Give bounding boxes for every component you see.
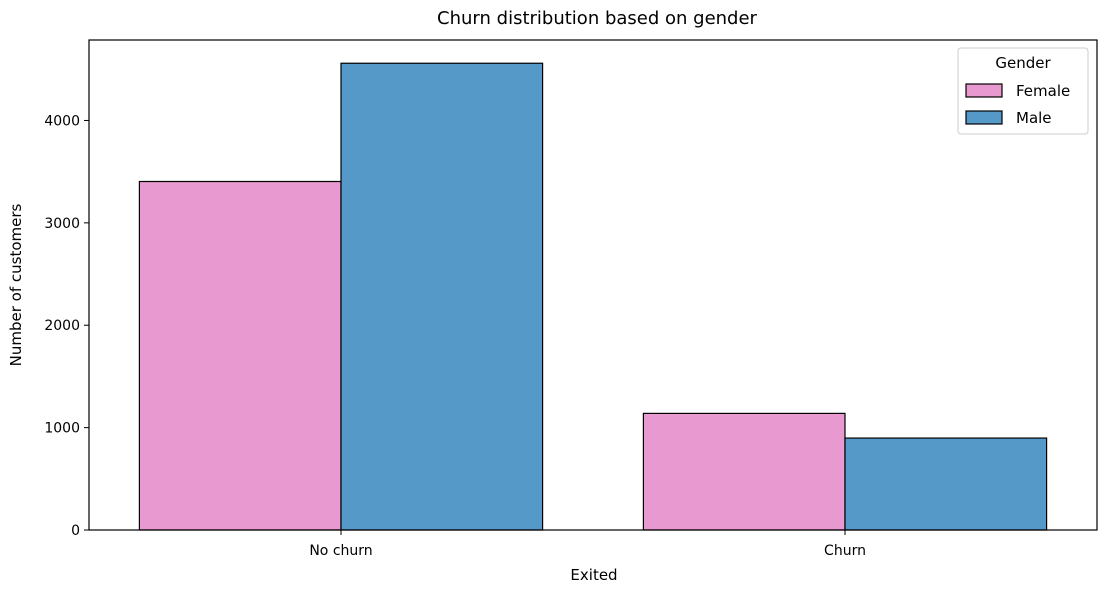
bar-male-no-churn bbox=[340, 62, 544, 531]
legend-swatch-male bbox=[965, 110, 1003, 125]
y-tick-label: 4000 bbox=[44, 113, 80, 129]
chart-title: Churn distribution based on gender bbox=[437, 8, 758, 29]
x-tick-label: Churn bbox=[824, 543, 866, 559]
bar-female-churn bbox=[642, 412, 846, 531]
y-tick-label: 1000 bbox=[44, 421, 80, 437]
legend: Gender Female Male bbox=[957, 47, 1089, 135]
y-tick-label: 2000 bbox=[44, 318, 80, 334]
x-axis-label: Exited bbox=[570, 566, 617, 584]
legend-title: Gender bbox=[995, 54, 1051, 72]
bar-female-no-churn bbox=[138, 180, 342, 531]
y-tick-label: 0 bbox=[71, 523, 80, 539]
x-tick-label: No churn bbox=[309, 543, 372, 559]
legend-items: Female Male bbox=[965, 82, 1070, 127]
bars-group bbox=[138, 62, 1048, 531]
y-axis: 0 1000 2000 3000 4000 bbox=[44, 113, 89, 539]
legend-label-female: Female bbox=[1016, 82, 1070, 100]
x-axis: No churn Churn bbox=[309, 530, 866, 559]
plot-frame bbox=[88, 39, 1098, 531]
bar-male-churn bbox=[844, 437, 1048, 531]
legend-label-male: Male bbox=[1016, 109, 1052, 127]
y-tick-label: 3000 bbox=[44, 216, 80, 232]
legend-swatch-female bbox=[965, 83, 1003, 98]
y-axis-label: Number of customers bbox=[7, 203, 25, 366]
